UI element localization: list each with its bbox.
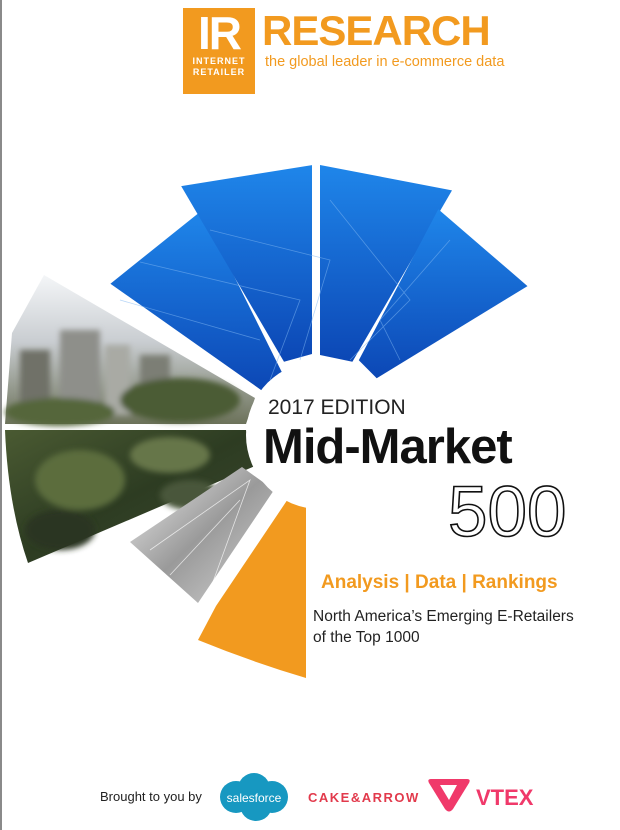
trees-photo-segment [5,430,255,563]
vtex-wordmark: VTEX [476,785,534,810]
ir-line1: INTERNET [192,56,246,66]
cover-number-500: 500 [447,476,567,546]
brought-to-you-label: Brought to you by [100,789,202,804]
orange-segment [198,490,306,678]
cover-description: North America’s Emerging E-Retailers of … [313,606,574,648]
city-photo-segment [5,275,255,426]
svg-text:500: 500 [448,476,566,546]
fan-segment-blue-3 [320,165,452,362]
svg-text:salesforce: salesforce [227,791,282,805]
research-heading: RESEARCH [262,7,491,54]
desc-line-2: of the Top 1000 [313,629,420,646]
fan-segment-blue-4 [358,209,528,379]
fan-segment-blue-2 [181,165,312,362]
gray-abstract-segment [130,467,274,603]
page-edge [0,0,2,830]
cover-subhead: Analysis | Data | Rankings [321,572,558,593]
tagline: the global leader in e-commerce data [265,54,505,70]
cover-title: Mid-Market [263,420,513,474]
desc-line-1: North America’s Emerging E-Retailers [313,608,574,625]
ir-letters: IR [198,7,242,59]
salesforce-logo: salesforce [220,773,288,821]
center-disc [246,361,394,509]
ir-logo: IR INTERNET RETAILER [183,8,255,94]
fan-segment-blue-1 [110,210,283,391]
edition-label: 2017 EDITION [268,396,406,419]
cake-and-arrow-logo: CAKE&ARROW [308,790,420,805]
vtex-logo-icon [428,779,470,812]
ir-line2: RETAILER [192,67,246,77]
